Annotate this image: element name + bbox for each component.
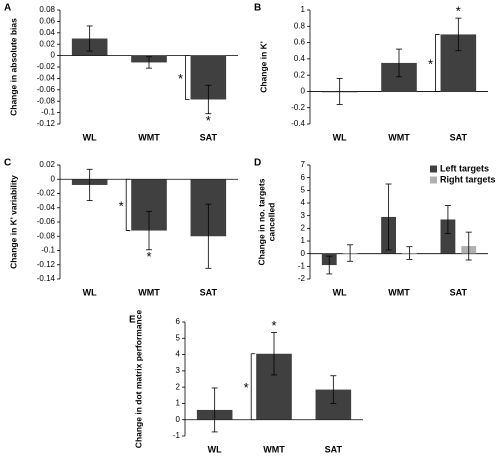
panel-letter: A bbox=[4, 3, 11, 14]
y-tick-label: 0.6 bbox=[294, 38, 306, 47]
y-tick-label: 0.2 bbox=[294, 70, 306, 79]
y-tick-label: 4 bbox=[301, 198, 306, 207]
significance-star: * bbox=[178, 71, 183, 86]
y-tick-label: 0.02 bbox=[39, 39, 55, 48]
y-axis-label: Change in absolute bias bbox=[8, 18, 18, 116]
y-tick-label: 0 bbox=[176, 415, 181, 424]
y-tick-label: -0.06 bbox=[37, 217, 56, 226]
x-tick-label: WL bbox=[208, 444, 222, 454]
chart-panel: A Change in absolute bias 0.08 0.06 0.04 0.02… bbox=[4, 3, 238, 142]
y-tick-label: 0.08 bbox=[39, 5, 55, 14]
y-tick-label: -0.14 bbox=[37, 274, 56, 283]
significance-star: * bbox=[456, 4, 461, 19]
significance-star: * bbox=[271, 318, 276, 333]
y-tick-label: 1 bbox=[176, 399, 181, 408]
x-tick-label: WMT bbox=[138, 287, 160, 297]
y-tick-label: 2 bbox=[301, 223, 306, 232]
y-tick-label: -1 bbox=[173, 431, 181, 440]
y-tick-label: -0.1 bbox=[41, 108, 55, 117]
y-tick-label: 0 bbox=[51, 51, 56, 60]
y-tick-label: 1 bbox=[301, 236, 306, 245]
y-tick-label: 0.02 bbox=[39, 160, 55, 169]
significance-bracket bbox=[250, 353, 256, 421]
x-tick-label: WL bbox=[333, 287, 347, 297]
y-tick-label: -0.02 bbox=[37, 189, 56, 198]
y-tick-label: -0.06 bbox=[37, 85, 56, 94]
significance-star: * bbox=[428, 56, 433, 71]
significance-star: * bbox=[146, 249, 151, 264]
x-tick-label: WMT bbox=[138, 132, 160, 142]
panel-letter: C bbox=[4, 158, 11, 169]
x-tick-label: WL bbox=[333, 132, 347, 142]
y-tick-label: -0.12 bbox=[37, 119, 56, 128]
panel-letter: E bbox=[129, 315, 136, 326]
y-tick-label: 6 bbox=[176, 317, 181, 326]
y-tick-label: 0.4 bbox=[294, 54, 306, 63]
y-axis-label: Change in no. targets bbox=[256, 178, 266, 265]
y-tick-label: -2 bbox=[298, 274, 306, 283]
y-tick-label: 4 bbox=[176, 350, 181, 359]
significance-bracket bbox=[185, 55, 190, 100]
y-tick-label: 1 bbox=[301, 5, 306, 14]
y-tick-label: 0 bbox=[301, 87, 306, 96]
x-tick-label: WMT bbox=[388, 287, 410, 297]
y-tick-label: 0 bbox=[51, 174, 56, 183]
significance-star: * bbox=[119, 198, 124, 213]
x-tick-label: WL bbox=[83, 287, 97, 297]
y-axis-label: Change in K' bbox=[258, 41, 268, 93]
y-tick-label: -0.08 bbox=[37, 231, 56, 240]
y-tick-label: -0.1 bbox=[41, 246, 55, 255]
x-tick-label: SAT bbox=[200, 287, 218, 297]
x-tick-label: WMT bbox=[263, 444, 285, 454]
significance-bracket bbox=[125, 178, 131, 231]
y-tick-label: 0 bbox=[301, 249, 306, 258]
y-tick-label: 0.8 bbox=[294, 21, 306, 30]
x-tick-label: SAT bbox=[450, 132, 468, 142]
y-tick-label: 5 bbox=[301, 185, 306, 194]
y-tick-label: -0.04 bbox=[37, 74, 56, 83]
y-tick-label: -0.08 bbox=[37, 96, 56, 105]
chart-panel: B Change in K' 1 0.8 0.6 0.4 0.2 0 -0.2 -0.4 WL WMT… bbox=[254, 3, 488, 142]
y-tick-label: 7 bbox=[301, 160, 306, 169]
significance-bracket bbox=[435, 34, 440, 92]
y-tick-label: 0.04 bbox=[39, 28, 55, 37]
significance-star: * bbox=[206, 113, 211, 128]
y-tick-label: -0.2 bbox=[291, 103, 305, 112]
y-tick-label: -0.12 bbox=[37, 260, 56, 269]
y-tick-label: -0.4 bbox=[291, 119, 305, 128]
legend-swatch bbox=[430, 176, 437, 184]
panel-letter: D bbox=[254, 158, 261, 169]
bar bbox=[440, 219, 456, 254]
x-tick-label: SAT bbox=[200, 132, 218, 142]
significance-star: * bbox=[244, 380, 249, 395]
y-tick-label: 3 bbox=[301, 211, 306, 220]
legend-label: Right targets bbox=[440, 174, 496, 184]
x-tick-label: WL bbox=[83, 132, 97, 142]
x-tick-label: SAT bbox=[325, 444, 343, 454]
y-tick-label: 6 bbox=[301, 173, 306, 182]
y-tick-label: 5 bbox=[176, 333, 181, 342]
y-axis-label: Change in K' variability bbox=[8, 175, 18, 269]
y-tick-label: 3 bbox=[176, 366, 181, 375]
y-tick-label: 0.06 bbox=[39, 17, 55, 26]
chart-panel: C Change in K' variability 0.02 0 -0.02 -0.04… bbox=[4, 158, 238, 297]
legend-label: Left targets bbox=[440, 163, 489, 173]
y-axis-label: Change in dot matrix performance bbox=[133, 310, 143, 449]
y-tick-label: 2 bbox=[176, 382, 181, 391]
chart-panel: D Change in no. targets cancelled 7 6 5 4 3 2 1 0 -… bbox=[254, 158, 496, 298]
y-tick-label: -1 bbox=[298, 261, 306, 270]
x-tick-label: WMT bbox=[388, 132, 410, 142]
y-tick-label: -0.02 bbox=[37, 62, 56, 71]
legend-swatch bbox=[430, 165, 437, 173]
panel-letter: B bbox=[254, 3, 261, 14]
y-axis-label: cancelled bbox=[266, 203, 276, 242]
x-tick-label: SAT bbox=[450, 287, 468, 297]
y-tick-label: -0.04 bbox=[37, 203, 56, 212]
